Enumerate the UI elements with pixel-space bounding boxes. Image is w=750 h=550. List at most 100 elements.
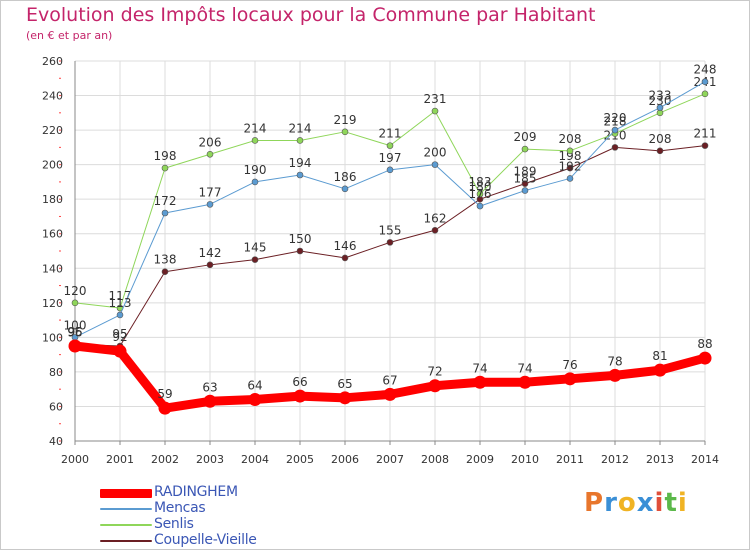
- logo-letter: t: [664, 488, 678, 518]
- data-label-radinghem: 92: [112, 330, 127, 344]
- data-point-mencas: [296, 171, 304, 179]
- y-tick-label: 220: [42, 124, 63, 137]
- data-point-senlis: [251, 137, 259, 144]
- y-tick-label: 100: [42, 331, 63, 344]
- data-label-coupelle-vieille: 198: [559, 149, 582, 163]
- data-point-mencas: [206, 201, 214, 208]
- data-label-mencas: 192: [559, 159, 582, 173]
- logo-letter: o: [617, 488, 637, 518]
- data-point-mencas: [341, 185, 349, 193]
- data-label-senlis: 183: [469, 175, 492, 189]
- data-point-radinghem: [608, 368, 622, 382]
- data-point-mencas: [386, 166, 394, 174]
- data-label-mencas: 100: [64, 318, 87, 332]
- data-label-radinghem: 67: [382, 373, 397, 387]
- data-point-mencas: [251, 178, 259, 186]
- x-tick-label: 2011: [556, 453, 584, 466]
- data-point-radinghem: [473, 375, 487, 389]
- data-label-radinghem: 81: [652, 349, 667, 363]
- data-label-senlis: 117: [109, 289, 132, 303]
- y-tick-label: 60: [49, 400, 63, 413]
- data-label-coupelle-vieille: 146: [334, 239, 357, 253]
- data-point-mencas: [161, 209, 169, 217]
- data-point-senlis: [431, 107, 439, 115]
- data-label-senlis: 209: [514, 130, 537, 144]
- y-tick-label: 180: [42, 193, 63, 206]
- x-tick-label: 2006: [331, 453, 359, 466]
- proxiti-logo: Proxiti: [584, 488, 688, 518]
- data-point-radinghem: [338, 391, 352, 405]
- data-label-radinghem: 65: [337, 377, 352, 391]
- data-point-senlis: [296, 137, 304, 144]
- data-point-senlis: [206, 150, 214, 158]
- data-label-radinghem: 66: [292, 375, 307, 389]
- data-label-radinghem: 78: [607, 354, 622, 368]
- data-point-senlis: [341, 128, 349, 136]
- data-label-radinghem: 64: [247, 379, 262, 393]
- data-point-radinghem: [653, 363, 667, 377]
- data-label-coupelle-vieille: 211: [694, 127, 717, 141]
- data-point-senlis: [71, 299, 79, 307]
- data-label-coupelle-vieille: 142: [199, 246, 222, 260]
- legend-swatch: [100, 508, 152, 510]
- data-label-coupelle-vieille: 138: [154, 253, 177, 267]
- chart-subtitle: (en € et par an): [26, 29, 113, 42]
- legend-swatch: [100, 524, 152, 526]
- x-tick-label: 2005: [286, 453, 314, 466]
- data-point-coupelle-vieille: [431, 226, 439, 234]
- chart-title: Evolution des Impôts locaux pour la Comm…: [26, 4, 596, 26]
- y-tick-label: 40: [49, 435, 63, 448]
- logo-letter: i: [654, 488, 665, 518]
- data-label-radinghem: 95: [67, 325, 82, 339]
- data-label-mencas: 113: [109, 296, 132, 310]
- data-label-senlis: 218: [604, 115, 627, 129]
- data-label-coupelle-vieille: 155: [379, 223, 402, 237]
- x-tick-label: 2003: [196, 453, 224, 466]
- logo-letter: P: [584, 488, 605, 518]
- data-label-senlis: 214: [289, 121, 312, 135]
- legend-label: Coupelle-Vieille: [154, 532, 257, 548]
- data-label-radinghem: 76: [562, 358, 577, 372]
- data-label-mencas: 176: [469, 187, 492, 201]
- data-label-mencas: 194: [289, 156, 312, 170]
- data-point-radinghem: [158, 401, 172, 415]
- data-label-senlis: 208: [559, 132, 582, 146]
- data-label-senlis: 231: [424, 92, 447, 106]
- data-point-radinghem: [698, 351, 712, 365]
- data-label-radinghem: 63: [202, 380, 217, 394]
- data-point-mencas: [611, 126, 619, 134]
- x-tick-label: 2008: [421, 453, 449, 466]
- data-point-coupelle-vieille: [611, 144, 619, 151]
- x-tick-label: 2001: [106, 453, 134, 466]
- x-tick-label: 2002: [151, 453, 179, 466]
- x-tick-label: 2013: [646, 453, 674, 466]
- x-tick-label: 2004: [241, 453, 269, 466]
- data-label-radinghem: 74: [517, 361, 532, 375]
- data-point-radinghem: [428, 379, 442, 393]
- data-point-coupelle-vieille: [386, 239, 394, 246]
- data-point-senlis: [386, 142, 394, 149]
- logo-letter: x: [636, 488, 655, 518]
- data-point-radinghem: [563, 372, 577, 386]
- data-point-radinghem: [248, 393, 262, 407]
- data-label-coupelle-vieille: 95: [112, 327, 127, 341]
- data-point-mencas: [116, 311, 124, 319]
- y-tick-label: 200: [42, 159, 63, 172]
- x-tick-label: 2009: [466, 453, 494, 466]
- data-point-radinghem: [113, 344, 127, 358]
- x-tick-label: 2012: [601, 453, 629, 466]
- data-point-senlis: [566, 147, 574, 155]
- data-label-radinghem: 88: [697, 337, 712, 351]
- data-label-mencas: 200: [424, 146, 447, 160]
- data-point-coupelle-vieille: [566, 164, 574, 172]
- data-point-coupelle-vieille: [296, 247, 304, 255]
- x-tick-label: 2000: [61, 453, 89, 466]
- data-point-radinghem: [293, 389, 307, 403]
- y-tick-label: 160: [42, 228, 63, 241]
- data-label-coupelle-vieille: 162: [424, 211, 447, 225]
- data-point-senlis: [476, 190, 484, 198]
- data-point-radinghem: [203, 394, 217, 408]
- logo-letter: r: [604, 488, 618, 518]
